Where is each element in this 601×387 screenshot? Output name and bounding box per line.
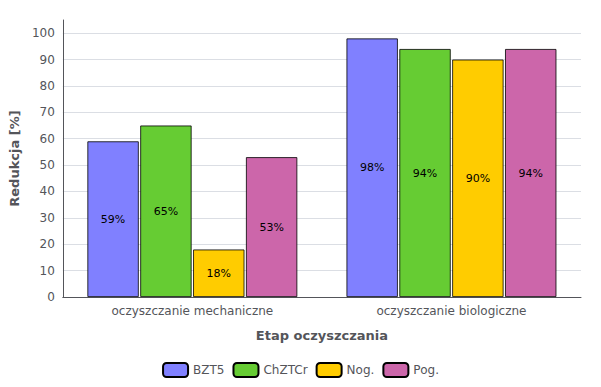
svg-text:10: 10: [40, 264, 55, 278]
svg-text:100: 100: [32, 26, 55, 40]
svg-text:90: 90: [40, 53, 55, 67]
svg-text:30: 30: [40, 211, 55, 225]
svg-text:18%: 18%: [207, 267, 231, 280]
svg-text:59%: 59%: [101, 213, 125, 226]
svg-text:oczyszczanie mechaniczne: oczyszczanie mechaniczne: [111, 304, 273, 318]
svg-text:94%: 94%: [519, 167, 543, 180]
svg-text:94%: 94%: [413, 167, 437, 180]
svg-text:80: 80: [40, 79, 55, 93]
svg-text:Pog.: Pog.: [413, 363, 439, 377]
svg-text:98%: 98%: [360, 161, 384, 174]
svg-text:60: 60: [40, 132, 55, 146]
svg-text:65%: 65%: [154, 205, 178, 218]
svg-text:Nog.: Nog.: [347, 363, 375, 377]
svg-text:0: 0: [47, 290, 55, 304]
svg-text:BZT5: BZT5: [193, 363, 224, 377]
svg-text:Redukcja [%]: Redukcja [%]: [7, 110, 22, 206]
svg-text:70: 70: [40, 105, 55, 119]
svg-text:Etap oczyszczania: Etap oczyszczania: [256, 328, 388, 343]
svg-text:oczyszczanie biologiczne: oczyszczanie biologiczne: [376, 304, 526, 318]
svg-text:50: 50: [40, 158, 55, 172]
svg-text:20: 20: [40, 237, 55, 251]
svg-text:90%: 90%: [466, 172, 490, 185]
svg-text:ChZTCr: ChZTCr: [263, 363, 307, 377]
svg-text:40: 40: [40, 184, 55, 198]
svg-text:53%: 53%: [259, 221, 283, 234]
